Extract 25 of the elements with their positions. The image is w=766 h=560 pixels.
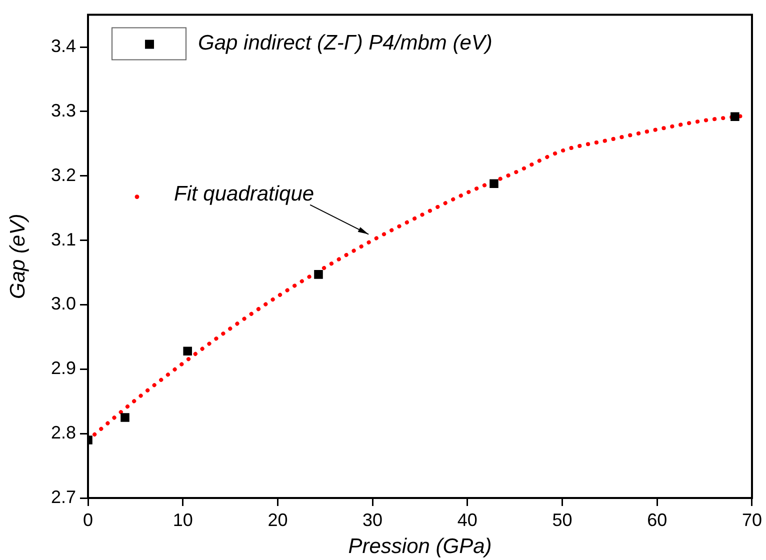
y-tick-label: 3.2	[50, 164, 76, 185]
x-tick-label: 40	[457, 510, 478, 530]
y-tick-label: 3.0	[50, 294, 76, 314]
point	[730, 112, 740, 121]
x-tick-label: 10	[172, 510, 193, 530]
point	[314, 270, 323, 279]
y-tick-label: 3.4	[50, 36, 76, 56]
x-axis-title: Pression (GPa)	[348, 535, 492, 558]
x-tick-label: 30	[362, 510, 383, 530]
point	[183, 346, 192, 356]
legend-label: Gap indirect (Z-Γ) P4/mbm (eV)	[198, 32, 492, 55]
y-tick-label: 3.3	[50, 100, 76, 120]
x-tick-label: 60	[647, 510, 668, 530]
x-tick-label: 50	[552, 510, 572, 530]
y-tick-label: 2.8	[50, 422, 76, 443]
legend-label: Fit quadratique	[174, 182, 314, 206]
y-tick-label: 2.7	[50, 486, 76, 507]
x-tick-label: 0	[82, 510, 94, 530]
x-tick-label: 70	[742, 510, 762, 530]
y-tick-label: 3.1	[50, 229, 76, 250]
point	[120, 413, 130, 422]
point	[490, 179, 498, 188]
x-tick-label: 20	[268, 510, 288, 530]
y-axis-title: Gap (eV)	[6, 214, 30, 299]
y-tick-label: 2.9	[50, 358, 76, 378]
